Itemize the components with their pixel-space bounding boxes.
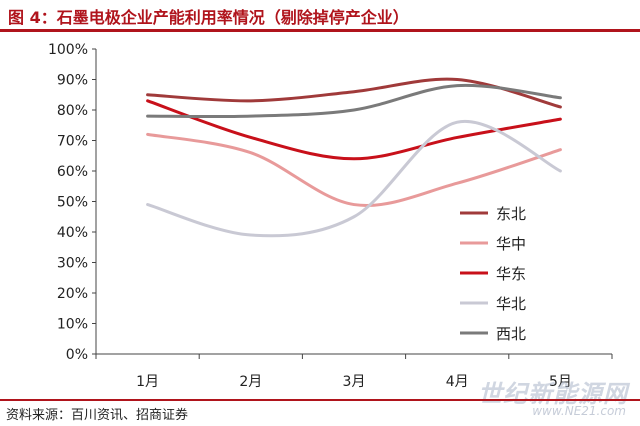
y-tick-label: 20% [57, 286, 88, 302]
series-line-1 [146, 77, 562, 109]
figure-title: 图 4：石墨电极企业产能利用率情况（剔除掉停产企业） [8, 8, 409, 27]
series-line-4 [146, 119, 562, 238]
y-tick-label: 80% [57, 103, 88, 119]
chart-series-lines [146, 77, 562, 238]
y-tick-label: 10% [57, 317, 88, 333]
x-tick-label: 2月 [239, 374, 262, 390]
x-tick-label: 1月 [136, 374, 159, 390]
legend-label-5: 西北 [496, 325, 526, 343]
legend-label-3: 华东 [496, 265, 526, 283]
y-tick-label: 70% [57, 134, 88, 150]
chart-axes: 0% 10% 20% 30% 40% 50% 60% 70% 80% 90% 100% 1月 2月 3月 4… [48, 42, 613, 390]
series-line-5 [146, 83, 562, 119]
legend-label-2: 华中 [496, 235, 526, 253]
x-tick-label: 5月 [549, 374, 572, 390]
y-tick-label: 100% [48, 42, 88, 58]
y-tick-label: 60% [57, 164, 88, 180]
y-tick-label: 50% [57, 195, 88, 211]
y-tick-label: 0% [66, 347, 88, 363]
title-divider [0, 29, 640, 32]
watermark-logo: 世纪新能源网 [478, 380, 628, 408]
legend-label-4: 华北 [496, 295, 526, 313]
y-tick-label: 40% [57, 225, 88, 241]
footer-divider [0, 399, 640, 401]
source-note: 资料来源：百川资讯、招商证券 [6, 408, 189, 423]
y-tick-label: 90% [57, 73, 88, 89]
line-chart: 0% 10% 20% 30% 40% 50% 60% 70% 80% 90% 100% 1月 2月 3月 4… [48, 42, 613, 390]
legend-label-1: 东北 [496, 205, 526, 223]
series-line-2 [146, 132, 562, 207]
x-tick-label: 4月 [446, 374, 469, 390]
y-tick-label: 30% [57, 256, 88, 272]
x-tick-label: 3月 [343, 374, 366, 390]
watermark-url: www.NE21.com [532, 404, 626, 418]
